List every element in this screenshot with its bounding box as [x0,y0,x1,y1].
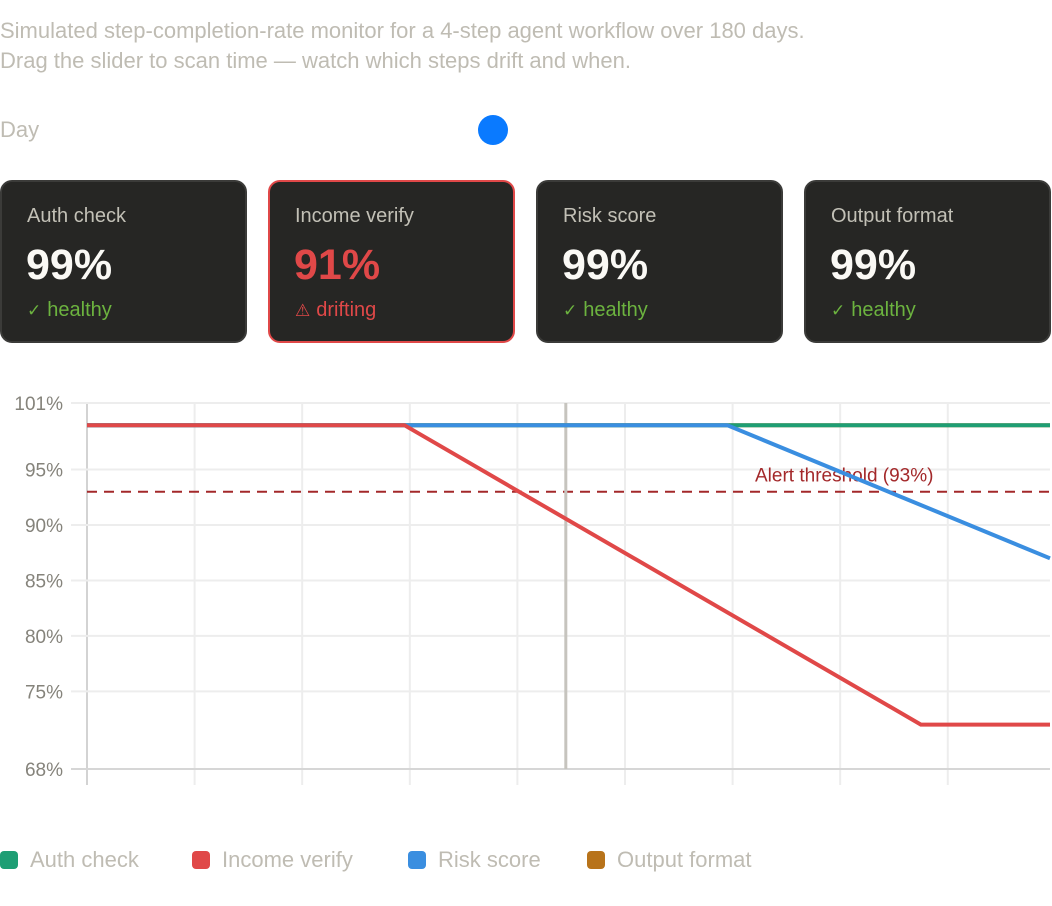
step-card-label: Output format [831,205,954,227]
step-card-label: Income verify [295,205,414,227]
y-tick-label: 75% [25,682,63,703]
legend-label: Risk score [438,847,541,872]
step-card-label: Risk score [563,205,657,227]
step-card-status-text: healthy [47,299,112,321]
intro-line-2: Drag the slider to scan time — watch whi… [0,48,631,73]
step-card-status-text: healthy [583,299,648,321]
alert-threshold-label: Alert threshold (93%) [755,466,933,487]
legend-swatch [0,851,18,869]
y-tick-label: 85% [25,571,63,592]
legend-swatch [587,851,605,869]
y-tick-label: 68% [25,760,63,781]
day-slider[interactable] [66,112,924,148]
step-card-label: Auth check [27,205,126,227]
legend-label: Output format [617,847,752,872]
step-card-status-text: drifting [316,299,377,321]
step-card-income-verify: Income verify 91% ⚠︎ drifting [268,180,515,343]
legend-swatch [192,851,210,869]
step-card-status: ⚠︎ drifting [295,298,376,323]
legend-label: Income verify [222,847,353,872]
y-tick-label: 90% [25,516,63,537]
y-tick-label: 101% [14,394,63,415]
step-card-value: 99% [26,241,113,289]
step-card-value: 99% [830,241,917,289]
step-card-status: ✓ healthy [563,298,648,323]
warning-icon: ⚠︎ [295,301,311,321]
step-card-auth-check: Auth check 99% ✓ healthy [0,180,247,343]
series-line-income-verify [87,423,1050,727]
check-icon: ✓ [563,301,578,321]
completion-rate-chart: 101% 95% 90% 85% 80% 75% 68% Alert threshold (9… [14,394,1051,785]
check-icon: ✓ [831,301,846,321]
step-card-status: ✓ healthy [831,298,916,323]
step-card-value: 99% [562,241,649,289]
intro-line-1: Simulated step-completion-rate monitor f… [0,18,805,43]
y-tick-label: 95% [25,461,63,482]
step-card-status: ✓ healthy [27,298,112,323]
step-card-risk-score: Risk score 99% ✓ healthy [536,180,783,343]
step-card-status-text: healthy [851,299,916,321]
legend-swatch [408,851,426,869]
step-card-output-format: Output format 99% ✓ healthy [804,180,1051,343]
intro-text: Simulated step-completion-rate monitor f… [0,16,1052,76]
day-slider-thumb[interactable] [477,115,508,145]
day-slider-label: Day [0,117,40,142]
step-card-value: 91% [294,241,381,289]
y-tick-label: 80% [25,627,63,648]
check-icon: ✓ [27,301,42,321]
legend-label: Auth check [30,847,139,872]
